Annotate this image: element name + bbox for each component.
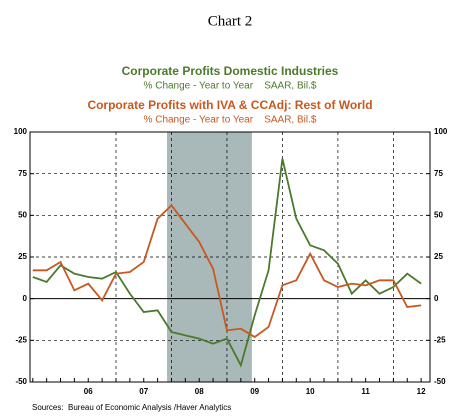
series-line: [32, 158, 422, 368]
x-tick-label: 07: [139, 387, 148, 396]
x-tick-label: 06: [84, 387, 93, 396]
chart-title: Chart 2: [208, 13, 253, 29]
y-tick-label: 100: [14, 127, 28, 136]
y2-tick-label: 75: [434, 169, 443, 178]
y2-tick-label: 25: [434, 252, 443, 261]
y-tick-label: 0: [23, 294, 28, 303]
y-tick-label: 75: [18, 169, 27, 178]
y2-tick-label: 100: [434, 127, 448, 136]
y2-tick-label: 50: [434, 210, 443, 219]
y2-tick-label: -25: [434, 335, 446, 344]
y-tick-label: 50: [18, 210, 27, 219]
x-tick-label: 09: [250, 387, 259, 396]
plot-frame: [29, 131, 431, 383]
x-tick-label: 10: [306, 387, 315, 396]
y2-tick-label: -50: [434, 377, 446, 386]
y-tick-label: -50: [15, 377, 27, 386]
y-tick-label: 25: [18, 252, 27, 261]
legend-subtitle: % Change - Year to Year SAAR, Bil.$: [144, 81, 317, 92]
recession-shade: [167, 132, 252, 382]
source-note: Sources: Bureau of Economic Analysis /Ha…: [32, 403, 231, 412]
legend-subtitle: % Change - Year to Year SAAR, Bil.$: [144, 115, 317, 126]
x-tick-label: 11: [361, 387, 370, 396]
legend-entry: Corporate Profits Domestic Industries: [122, 64, 339, 78]
series-line: [32, 203, 422, 339]
x-tick-label: 12: [417, 387, 426, 396]
x-tick-label: 08: [195, 387, 204, 396]
legend-entry: Corporate Profits with IVA & CCAdj: Rest…: [87, 98, 372, 112]
y-tick-label: -25: [15, 335, 27, 344]
y2-tick-label: 0: [434, 294, 439, 303]
